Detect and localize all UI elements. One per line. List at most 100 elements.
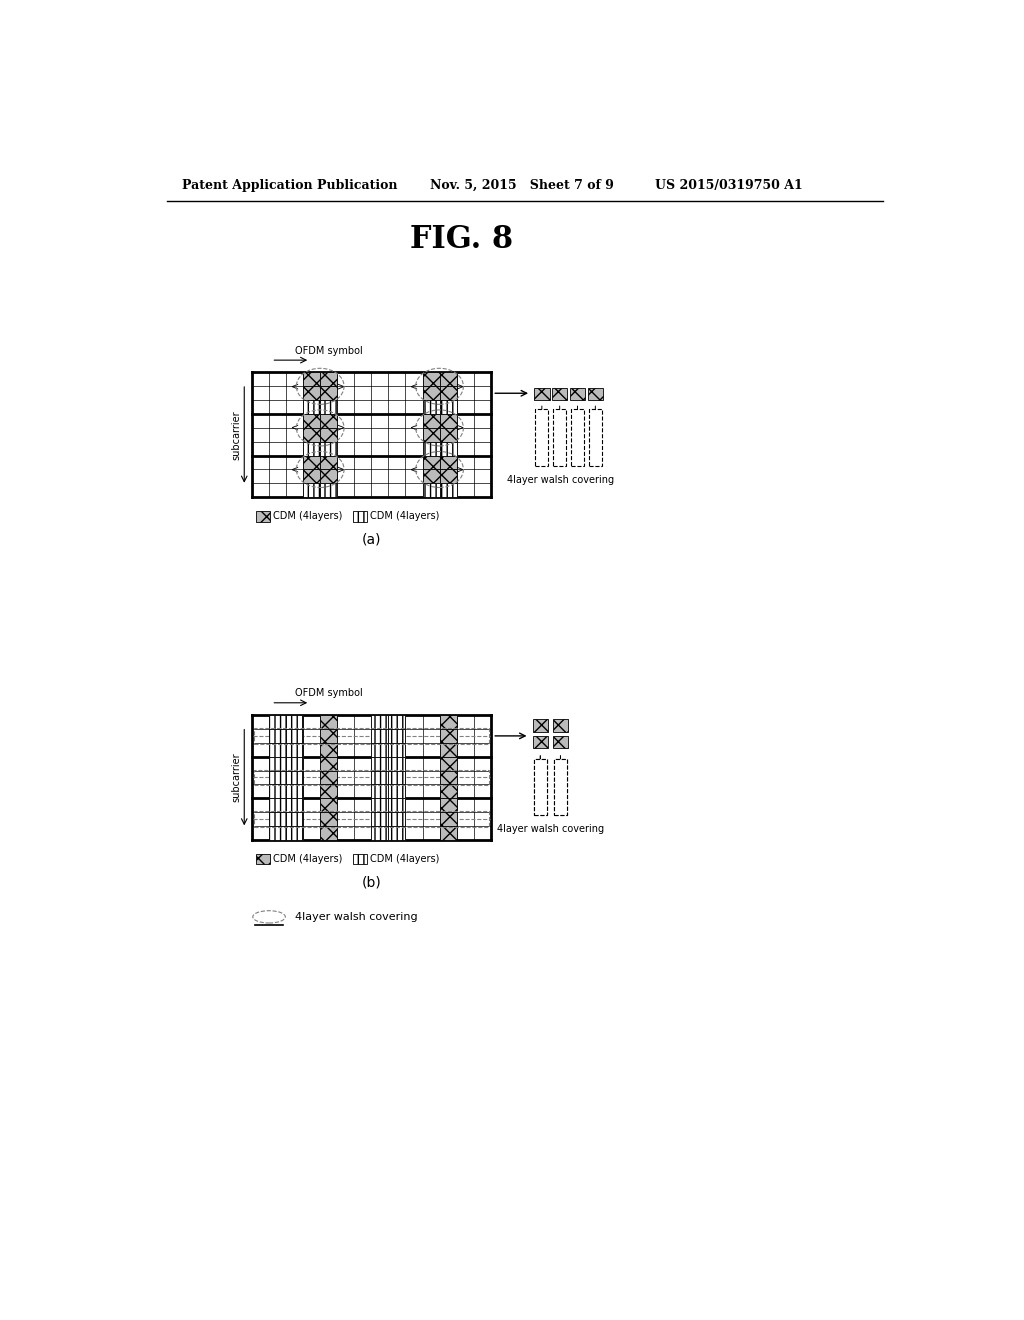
Bar [439, 812, 457, 826]
Bar [269, 715, 286, 729]
Bar [372, 784, 388, 799]
Bar [554, 759, 567, 814]
Bar [254, 770, 489, 785]
Bar [372, 812, 388, 826]
Text: Nov. 5, 2015   Sheet 7 of 9: Nov. 5, 2015 Sheet 7 of 9 [430, 178, 614, 191]
Bar [388, 799, 406, 812]
Text: CDM (4layers): CDM (4layers) [273, 854, 342, 865]
Text: 4layer walsh covering: 4layer walsh covering [295, 912, 417, 921]
Bar [532, 719, 548, 731]
Bar [286, 715, 303, 729]
Bar [269, 799, 286, 812]
Bar [269, 784, 286, 799]
Bar [571, 409, 584, 466]
Text: CDM (4layers): CDM (4layers) [370, 854, 439, 865]
Bar [321, 771, 337, 784]
Bar [256, 854, 270, 865]
Bar [321, 414, 337, 428]
Bar [569, 388, 586, 400]
Text: Patent Application Publication: Patent Application Publication [182, 178, 397, 191]
Bar [439, 784, 457, 799]
Bar [372, 756, 388, 771]
Bar [303, 400, 321, 414]
Bar [388, 826, 406, 840]
Bar [423, 442, 439, 455]
Bar [321, 455, 337, 470]
Bar [254, 729, 489, 743]
Bar [303, 372, 321, 387]
Bar [303, 483, 321, 498]
Bar [423, 455, 439, 470]
Bar [423, 372, 439, 387]
Bar [388, 771, 406, 784]
Bar [321, 483, 337, 498]
Bar [372, 715, 388, 729]
Bar [439, 771, 457, 784]
Bar [321, 400, 337, 414]
Text: <: < [291, 422, 299, 433]
Text: 4layer walsh covering: 4layer walsh covering [497, 824, 604, 834]
Bar [286, 812, 303, 826]
Text: OFDM symbol: OFDM symbol [295, 346, 362, 355]
Bar [439, 756, 457, 771]
Text: <: < [291, 381, 299, 391]
Bar [352, 854, 367, 865]
Bar [303, 470, 321, 483]
Bar [352, 511, 367, 521]
Text: >: > [456, 465, 464, 474]
Bar [286, 826, 303, 840]
Bar [423, 387, 439, 400]
Bar [286, 771, 303, 784]
Bar [269, 826, 286, 840]
Bar [439, 729, 457, 743]
Bar [372, 743, 388, 756]
Bar [439, 455, 457, 470]
Bar [423, 483, 439, 498]
Bar [303, 414, 321, 428]
Bar [388, 729, 406, 743]
Bar [286, 743, 303, 756]
Text: CDM (4layers): CDM (4layers) [273, 511, 342, 521]
Bar [553, 409, 566, 466]
Bar [286, 784, 303, 799]
Text: <: < [410, 422, 418, 433]
Bar [534, 759, 547, 814]
Text: >: > [337, 381, 345, 391]
Bar [269, 729, 286, 743]
Text: >: > [456, 381, 464, 391]
Bar [439, 414, 457, 428]
Bar [286, 799, 303, 812]
Bar [321, 428, 337, 442]
Bar [439, 743, 457, 756]
Bar [321, 826, 337, 840]
Bar [256, 511, 270, 521]
Text: OFDM symbol: OFDM symbol [295, 688, 362, 698]
Bar [321, 812, 337, 826]
Text: <: < [410, 465, 418, 474]
Text: subcarrier: subcarrier [231, 752, 242, 803]
Bar [321, 784, 337, 799]
Bar [286, 756, 303, 771]
Bar [321, 715, 337, 729]
Bar [532, 737, 548, 748]
Bar [439, 483, 457, 498]
Bar [321, 442, 337, 455]
Text: <: < [410, 381, 418, 391]
Text: FIG. 8: FIG. 8 [410, 224, 513, 255]
Bar [423, 470, 439, 483]
Bar [269, 756, 286, 771]
Bar [321, 387, 337, 400]
Bar [439, 372, 457, 387]
Bar [372, 826, 388, 840]
Bar [372, 799, 388, 812]
Bar [439, 400, 457, 414]
Bar [388, 812, 406, 826]
Bar [423, 428, 439, 442]
Text: 4layer walsh covering: 4layer walsh covering [507, 475, 614, 484]
Text: (a): (a) [361, 532, 381, 546]
Bar [588, 388, 603, 400]
Text: (b): (b) [361, 875, 381, 890]
Text: >: > [337, 422, 345, 433]
Bar [439, 470, 457, 483]
Bar [321, 470, 337, 483]
